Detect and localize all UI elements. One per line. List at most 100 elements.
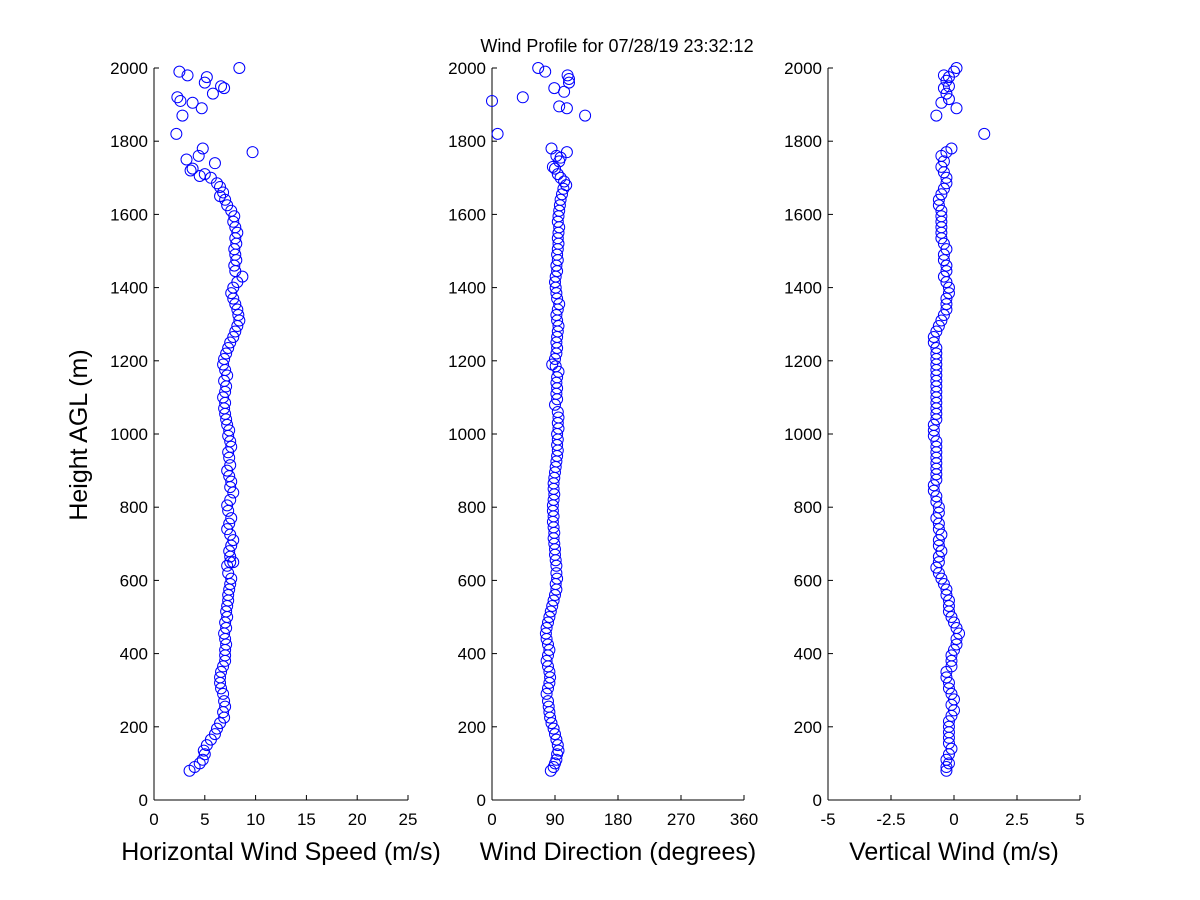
data-point <box>198 76 211 89</box>
data-point <box>219 700 232 713</box>
wind-direction-panel: 0 200 400 600 800 1000 1200 1400 1600 1800 2000 0 90… <box>448 59 758 866</box>
data-point <box>225 512 238 525</box>
data-point <box>940 589 953 602</box>
data-point <box>930 325 943 338</box>
data-point <box>228 210 241 223</box>
data-point <box>171 91 184 104</box>
data-point <box>978 127 991 140</box>
data-point <box>935 314 948 327</box>
data-point <box>927 331 940 344</box>
data-point <box>217 687 230 700</box>
data-point <box>935 204 948 217</box>
vertical-wind-panel: 0 200 400 600 800 1000 1200 1400 1600 1800 2000 -5 -… <box>784 59 1085 866</box>
data-point <box>542 700 555 713</box>
y-tick-label: 1400 <box>110 279 148 298</box>
data-point <box>186 96 199 109</box>
y-tick-label: 1200 <box>110 352 148 371</box>
data-point <box>540 621 553 634</box>
data-point <box>545 142 558 155</box>
data-point <box>945 687 958 700</box>
data-point <box>937 578 950 591</box>
y-tick-label: 1600 <box>784 205 822 224</box>
data-point <box>557 182 570 195</box>
y-tick-label: 200 <box>120 718 148 737</box>
y-tick-label: 800 <box>794 498 822 517</box>
data-point <box>942 757 955 770</box>
data-point <box>550 309 563 322</box>
data-point <box>948 616 960 629</box>
data-point <box>181 69 194 82</box>
data-point <box>222 341 235 354</box>
data-point <box>563 76 575 89</box>
vertical-x-axis-title: Vertical Wind (m/s) <box>849 838 1059 866</box>
data-point <box>932 556 945 569</box>
data-point <box>195 102 208 115</box>
data-point <box>225 572 238 585</box>
data-point <box>942 720 955 733</box>
data-point <box>231 226 244 239</box>
y-tick-label: 1800 <box>784 132 822 151</box>
data-point <box>940 74 953 87</box>
data-point <box>935 188 948 201</box>
data-point <box>950 102 963 115</box>
data-point <box>225 287 238 300</box>
horizontal-wind-speed-panel: 0 200 400 600 800 1000 1200 1400 1600 1800 2000 0 5 1… <box>110 59 441 866</box>
data-point <box>950 621 963 634</box>
data-point <box>945 742 958 755</box>
figure-title: Wind Profile for 07/28/19 23:32:12 <box>480 36 753 56</box>
data-point <box>554 151 567 164</box>
data-point <box>196 753 209 766</box>
data-point <box>551 572 564 585</box>
data-point <box>224 459 237 472</box>
y-tick-label: 800 <box>120 498 148 517</box>
x-tick-label: 20 <box>348 810 367 829</box>
y-tick-label: 1000 <box>784 425 822 444</box>
data-point <box>948 643 960 656</box>
y-tick-label: 600 <box>120 571 148 590</box>
y-tick-label: 1600 <box>110 205 148 224</box>
data-point <box>543 611 556 623</box>
data-point <box>942 80 955 93</box>
data-point <box>547 594 560 607</box>
data-point <box>225 475 238 488</box>
y-tick-label: 1800 <box>448 132 486 151</box>
y-tick-label: 1400 <box>448 279 486 298</box>
data-point <box>942 93 955 106</box>
data-point <box>540 654 553 667</box>
data-point <box>218 82 231 95</box>
data-point <box>561 69 574 82</box>
data-point <box>937 155 950 168</box>
data-point <box>176 109 189 122</box>
data-point <box>558 175 571 188</box>
data-point <box>486 94 498 107</box>
data-point <box>948 65 960 78</box>
data-point <box>942 600 955 613</box>
data-point <box>940 177 953 190</box>
data-point <box>940 298 953 311</box>
data-point <box>930 347 943 360</box>
data-point <box>214 190 227 203</box>
data-point <box>553 100 566 113</box>
data-point <box>229 325 242 338</box>
data-point <box>930 341 943 354</box>
data-point <box>927 336 940 349</box>
data-point <box>547 722 560 735</box>
data-point <box>229 298 242 311</box>
data-point <box>937 309 950 322</box>
x-tick-label: -5 <box>820 810 835 829</box>
data-point <box>935 210 948 223</box>
data-point <box>543 643 556 656</box>
data-point <box>927 479 940 492</box>
data-point <box>940 761 953 774</box>
data-point <box>170 127 183 140</box>
data-point <box>953 627 966 640</box>
data-point <box>554 193 567 206</box>
data-point <box>210 722 223 735</box>
data-point <box>550 733 563 746</box>
data-point <box>532 62 545 74</box>
data-point <box>940 243 953 256</box>
data-point <box>942 682 955 695</box>
data-point <box>942 594 955 607</box>
data-point <box>544 764 557 777</box>
